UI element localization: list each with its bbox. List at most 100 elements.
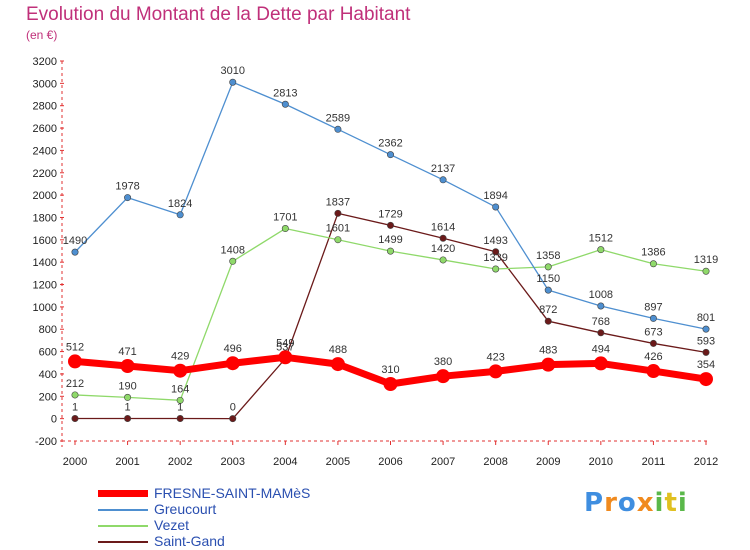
data-point [124, 393, 132, 401]
data-label: 3010 [221, 65, 245, 77]
data-label: 1601 [326, 223, 350, 235]
data-point [436, 369, 451, 384]
logo-letter: o [617, 488, 637, 518]
x-tick-label: 2005 [326, 456, 350, 468]
data-point [386, 247, 394, 255]
data-point [383, 377, 398, 391]
data-point [334, 236, 342, 244]
y-tick-label: 1000 [33, 302, 57, 314]
data-label: 1420 [431, 243, 455, 255]
data-point [229, 257, 237, 265]
legend-label: FRESNE-SAINT-MAMèS [154, 485, 311, 501]
y-tick-label: 0 [51, 414, 57, 426]
data-point [120, 359, 135, 374]
logo-letter: P [584, 488, 605, 518]
x-tick-label: 2003 [221, 456, 245, 468]
data-label: 426 [644, 351, 662, 363]
y-tick-label: 200 [39, 391, 57, 403]
chart-axes: -200 0 200 400 600 800 1000 1200 1400 1600 1800 200… [33, 56, 719, 468]
data-label: 380 [434, 356, 452, 368]
data-point [597, 246, 605, 254]
data-point [225, 356, 240, 371]
data-point [71, 391, 79, 399]
data-point [68, 354, 82, 369]
y-tick-label: 2600 [33, 123, 57, 135]
data-label: 1008 [589, 289, 613, 301]
data-label: 1894 [483, 190, 507, 202]
x-tick-label: 2012 [694, 456, 718, 468]
data-point [124, 415, 132, 423]
y-tick-label: 2800 [33, 101, 57, 113]
data-label: 768 [592, 316, 610, 328]
data-point [597, 302, 605, 310]
data-point [702, 267, 710, 275]
data-label: 1 [177, 402, 183, 414]
legend-item: FRESNE-SAINT-MAMèS [98, 485, 398, 502]
data-point [439, 234, 447, 242]
data-label: 1150 [536, 273, 560, 285]
data-point [176, 396, 184, 404]
data-label: 2137 [431, 163, 455, 175]
data-point [229, 78, 237, 86]
logo-letter: x [636, 488, 655, 518]
data-label: 190 [118, 380, 136, 392]
data-label: 1386 [641, 247, 665, 259]
x-tick-label: 2002 [168, 456, 192, 468]
y-tick-label: 2200 [33, 168, 57, 180]
data-label: 2813 [273, 87, 297, 99]
legend-swatch [98, 509, 148, 511]
data-label: 496 [224, 343, 242, 355]
x-tick-label: 2010 [589, 456, 613, 468]
data-point [439, 256, 447, 264]
data-label: 1499 [378, 234, 402, 246]
logo-letter: i [654, 488, 665, 518]
data-label: 1512 [589, 233, 613, 245]
legend-item: Greucourt [98, 501, 398, 518]
data-label: 423 [486, 351, 504, 363]
y-tick-label: 1800 [33, 212, 57, 224]
data-label: 494 [592, 343, 610, 355]
logo-letter: r [604, 488, 618, 518]
data-point [544, 286, 552, 294]
data-point [649, 339, 657, 347]
x-tick-label: 2011 [642, 456, 666, 468]
data-label: 1339 [483, 252, 507, 264]
data-label: 483 [539, 345, 557, 357]
data-label: 212 [66, 378, 84, 390]
y-tick-label: 1200 [33, 280, 57, 292]
data-label: 1837 [326, 196, 350, 208]
data-point [492, 203, 500, 211]
logo-letter: t [664, 488, 678, 518]
data-label: 512 [66, 341, 84, 353]
y-tick-label: 1400 [33, 257, 57, 269]
data-point [281, 225, 289, 233]
data-point [702, 348, 710, 356]
data-label: 1978 [115, 181, 139, 193]
y-tick-label: 600 [39, 347, 57, 359]
y-tick-label: 400 [39, 369, 57, 381]
data-point [649, 314, 657, 322]
data-point [649, 260, 657, 268]
data-point [176, 211, 184, 219]
logo-letter: i [677, 488, 688, 518]
x-tick-label: 2001 [115, 456, 139, 468]
y-tick-label: 3000 [33, 78, 57, 90]
data-point [544, 317, 552, 325]
data-point [386, 151, 394, 159]
x-tick-label: 2009 [536, 456, 560, 468]
proxiti-logo: Proxiti [584, 488, 688, 518]
data-label: 1729 [378, 208, 402, 220]
legend-item: Vezet [98, 517, 398, 534]
data-label: 1493 [483, 235, 507, 247]
data-label: 1 [125, 402, 131, 414]
data-label: 429 [171, 351, 189, 363]
legend-swatch [98, 490, 148, 497]
x-tick-label: 2007 [431, 456, 455, 468]
data-label: 0 [230, 402, 236, 414]
data-point [702, 325, 710, 333]
legend-swatch [98, 541, 148, 543]
x-tick-label: 2004 [273, 456, 297, 468]
data-label: 872 [539, 304, 557, 316]
data-point [492, 265, 500, 273]
data-label: 1358 [536, 250, 560, 262]
